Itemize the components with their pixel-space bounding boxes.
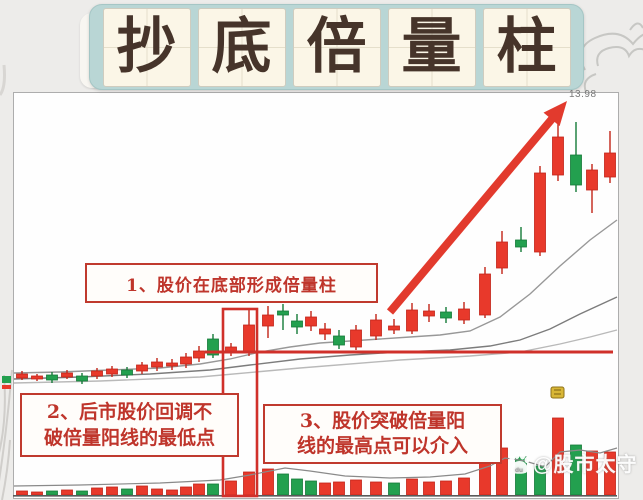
title-banner: 抄 底 倍 量 柱 — [89, 4, 584, 90]
title-char-box: 倍 — [292, 7, 381, 87]
candle-body — [76, 375, 88, 382]
volume-bar — [350, 479, 362, 496]
candle-body — [534, 172, 546, 253]
volume-bar — [291, 478, 303, 496]
edge-artifact — [2, 376, 11, 383]
candle-body — [333, 335, 345, 346]
fold-line-top-left — [0, 64, 6, 96]
volume-bar — [423, 481, 435, 496]
candle-body — [291, 320, 303, 328]
annotation-box-2: 2、后市股价回调不 破倍量阳线的最低点 — [20, 393, 239, 457]
candle-body — [207, 338, 219, 356]
candle-body — [319, 328, 331, 335]
volume-bar — [458, 477, 470, 496]
trend-arrow-shaft — [386, 113, 558, 315]
candle-body — [121, 369, 133, 376]
volume-bar — [388, 482, 400, 496]
candle-body — [604, 152, 616, 178]
candle-body — [370, 319, 382, 337]
chart-marker-icon — [550, 386, 565, 399]
candle-body — [552, 136, 564, 176]
volume-bar — [262, 468, 274, 496]
volume-bar — [106, 486, 118, 496]
candle-body — [515, 239, 527, 248]
candle-body — [166, 362, 178, 367]
volume-bar — [406, 478, 418, 496]
title-char-box: 量 — [387, 7, 476, 87]
volume-bar — [16, 490, 28, 496]
volume-bar — [91, 487, 103, 496]
candle-body — [277, 310, 289, 316]
title-char-box: 抄 — [102, 7, 191, 87]
volume-bar — [333, 481, 345, 496]
edge-artifact — [2, 385, 11, 389]
volume-bar — [121, 488, 133, 496]
volume-bar — [305, 480, 317, 496]
annotation-box-3: 3、股价突破倍量阳 线的最高点可以介入 — [263, 404, 502, 464]
candle-body — [406, 309, 418, 332]
candle-body — [46, 374, 58, 381]
annotation-text: 1、股价在底部形成倍量柱 — [126, 275, 337, 296]
volume-bar — [61, 489, 73, 496]
volume-bar — [180, 486, 192, 496]
candle-body — [586, 169, 598, 191]
candle-body — [570, 154, 582, 186]
candle-body — [305, 316, 317, 327]
annotation-line: 3、股价突破倍量阳 — [299, 410, 466, 432]
annotation-line: 线的最高点可以介入 — [296, 435, 468, 457]
ma-fast — [13, 219, 618, 374]
candle-body — [262, 314, 274, 327]
watermark-handle: @股市太守 — [533, 454, 638, 476]
volume-bar — [440, 480, 452, 496]
title-char-box: 柱 — [482, 7, 571, 87]
candle-body — [243, 324, 255, 353]
paw-du-text: du — [515, 467, 523, 474]
ma-slow — [13, 329, 618, 384]
baidu-paw-icon: du — [509, 451, 530, 474]
candle-body — [440, 311, 452, 319]
candle-body — [16, 373, 28, 379]
volume-bar — [46, 490, 58, 496]
candle-body — [423, 310, 435, 317]
candle-body — [496, 241, 508, 269]
candle-body — [106, 368, 118, 375]
candle-body — [31, 375, 43, 380]
volume-bar — [31, 491, 43, 496]
volume-bar — [370, 481, 382, 496]
volume-bar — [207, 483, 219, 496]
volume-bar — [76, 490, 88, 496]
price-peak-label: 13.98 — [569, 89, 597, 100]
candle-body — [458, 308, 470, 321]
candle-body — [61, 372, 73, 378]
candle-body — [388, 325, 400, 331]
candle-body — [193, 350, 205, 359]
volume-ma-line — [13, 447, 618, 487]
candle-body — [151, 361, 163, 368]
candle-body — [180, 356, 192, 365]
watermark: du @股市太守 — [508, 448, 638, 477]
annotation-line: 破倍量阳线的最低点 — [43, 427, 215, 449]
volume-bar — [166, 489, 178, 496]
volume-bar — [193, 483, 205, 496]
candle-body — [91, 370, 103, 377]
volume-bar — [225, 480, 237, 496]
annotation-box-1: 1、股价在底部形成倍量柱 — [85, 263, 378, 303]
candle-body — [479, 273, 491, 316]
volume-bar — [136, 485, 148, 496]
title-char-box: 底 — [197, 7, 286, 87]
volume-bar — [277, 473, 289, 496]
candle-body — [136, 364, 148, 372]
annotation-line: 2、后市股价回调不 — [46, 401, 213, 423]
candle-body — [350, 329, 362, 348]
trend-arrow-head — [543, 101, 567, 127]
volume-bar — [151, 488, 163, 496]
volume-bar — [319, 482, 331, 496]
